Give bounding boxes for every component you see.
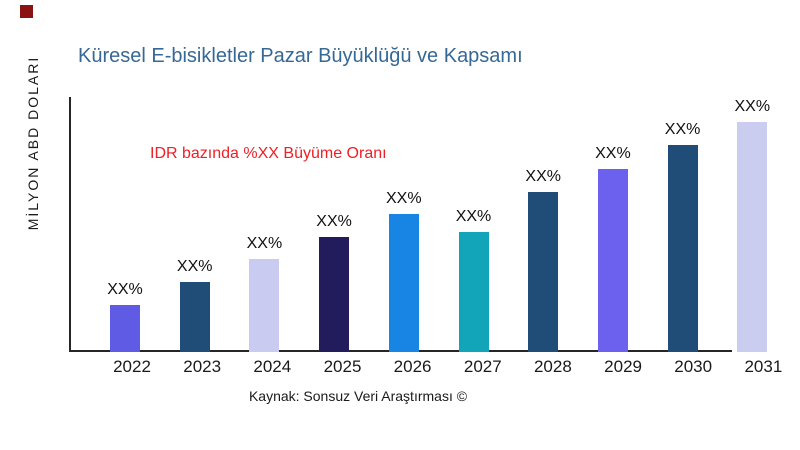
bar-2026 — [388, 214, 419, 352]
x-tick-label-2030: 2030 — [674, 357, 713, 376]
bar-2024 — [249, 259, 280, 352]
x-tick-label-2024: 2024 — [253, 357, 292, 376]
bar-2030 — [667, 145, 698, 352]
bar-value-label-2031: XX% — [734, 98, 771, 115]
x-tick-label-2022: 2022 — [113, 357, 151, 376]
bar-value-label-2027: XX% — [455, 208, 492, 225]
brand-mark — [20, 5, 33, 18]
bar-2029 — [597, 169, 628, 352]
bar-value-label-2029: XX% — [595, 145, 631, 162]
bar-value-label-2030: XX% — [664, 121, 701, 138]
bar-value-label-2025: XX% — [316, 213, 352, 230]
bar-value-label-2022: XX% — [107, 281, 143, 298]
source-caption: Kaynak: Sonsuz Veri Araştırması © — [248, 388, 468, 404]
bar-2022 — [110, 305, 140, 352]
chart-title: Küresel E-bisikletler Pazar Büyüklüğü ve… — [78, 45, 523, 67]
x-tick-label-2025: 2025 — [323, 357, 362, 376]
x-tick-label-2026: 2026 — [393, 357, 432, 376]
y-axis-line — [69, 97, 71, 352]
growth-rate-annotation: IDR bazında %XX Büyüme Oranı — [150, 145, 387, 162]
bar-value-label-2026: XX% — [386, 190, 422, 207]
x-tick-label-2023: 2023 — [183, 357, 222, 376]
y-axis-label: MİLYON ABD DOLARI — [25, 55, 41, 231]
bar-value-label-2024: XX% — [246, 235, 283, 252]
x-tick-label-2031: 2031 — [744, 357, 783, 376]
bar-2025 — [319, 237, 350, 352]
bar-value-label-2023: XX% — [176, 258, 213, 275]
x-tick-label-2028: 2028 — [533, 357, 572, 376]
x-tick-label-2027: 2027 — [463, 357, 502, 376]
bar-value-label-2028: XX% — [525, 168, 561, 185]
bar-2031 — [737, 122, 768, 352]
bar-2023 — [179, 282, 210, 352]
bar-2028 — [528, 192, 559, 352]
x-tick-label-2029: 2029 — [604, 357, 642, 376]
bar-2027 — [458, 232, 489, 352]
